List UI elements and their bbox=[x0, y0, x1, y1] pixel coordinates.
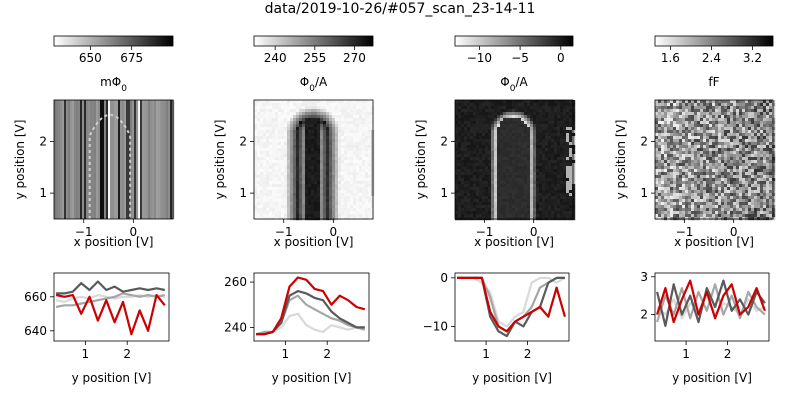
colorbar-tick-label: −10 bbox=[467, 51, 492, 65]
colorbar-3: −10 −5 0 Φ0/A bbox=[455, 36, 573, 94]
map-pixels bbox=[254, 100, 374, 220]
line-x-label: y position [V] bbox=[72, 371, 152, 385]
map-y-label: y position [V] bbox=[13, 120, 27, 200]
plot-area bbox=[54, 273, 169, 341]
line-y-tick-label: 0 bbox=[440, 271, 448, 285]
map-y-tick-label: 2 bbox=[39, 134, 47, 148]
map-x-label: x position [V] bbox=[274, 235, 354, 249]
line-y-tick-label: 640 bbox=[24, 324, 47, 338]
line-plot-4: 1 2 2 3 y position [V] bbox=[640, 270, 769, 385]
colorbar-4: 1.6 2.4 3.2 fF bbox=[655, 36, 773, 89]
line-x-tick-label: 1 bbox=[682, 347, 690, 361]
colorbar-tick-label: 270 bbox=[343, 51, 366, 65]
line-x-label: y position [V] bbox=[272, 371, 352, 385]
colorbar-label: mΦ0 bbox=[100, 75, 127, 94]
colorbar-tick-label: 1.6 bbox=[661, 51, 680, 65]
map-pixels bbox=[54, 100, 174, 219]
colorbar-tick-label: 650 bbox=[79, 51, 102, 65]
line-x-tick-label: 1 bbox=[482, 347, 490, 361]
map-y-tick-label: 1 bbox=[239, 186, 247, 200]
colorbar-gradient bbox=[54, 36, 173, 46]
line-plot-3: 1 2 −10 0 y position [V] bbox=[423, 271, 569, 385]
colorbar-label: fF bbox=[708, 75, 719, 89]
map-x-label: x position [V] bbox=[674, 235, 754, 249]
line-x-tick-label: 2 bbox=[524, 347, 532, 361]
line-x-tick-label: 1 bbox=[282, 347, 290, 361]
line-y-tick-label: 240 bbox=[224, 320, 247, 334]
line-plot-1: 1 2 640 660 y position [V] bbox=[24, 273, 169, 385]
colorbar-1: 650 675 mΦ0 bbox=[54, 36, 173, 94]
line-x-label: y position [V] bbox=[472, 371, 552, 385]
colorbar-gradient bbox=[655, 36, 773, 46]
map-y-tick-label: 1 bbox=[39, 186, 47, 200]
line-y-tick-label: −10 bbox=[423, 319, 448, 333]
colorbar-gradient bbox=[254, 36, 373, 46]
colorbar-tick-label: 3.2 bbox=[743, 51, 762, 65]
map-y-tick-label: 2 bbox=[440, 134, 448, 148]
colorbar-tick-label: 255 bbox=[303, 51, 326, 65]
map-x-label: x position [V] bbox=[74, 235, 154, 249]
line-plot-2: 1 2 240 260 y position [V] bbox=[224, 273, 369, 385]
line-x-tick-label: 2 bbox=[323, 347, 331, 361]
colorbar-label: Φ0/A bbox=[500, 75, 528, 94]
map-y-label: y position [V] bbox=[414, 120, 428, 200]
map-y-tick-label: 2 bbox=[239, 134, 247, 148]
map-y-tick-label: 1 bbox=[440, 186, 448, 200]
colorbar-tick-label: 2.4 bbox=[702, 51, 721, 65]
line-y-tick-label: 2 bbox=[640, 308, 648, 322]
line-y-tick-label: 660 bbox=[24, 290, 47, 304]
colorbar-tick-label: 240 bbox=[264, 51, 287, 65]
map-x-label: x position [V] bbox=[474, 235, 554, 249]
map-y-tick-label: 1 bbox=[640, 186, 648, 200]
line-y-tick-label: 260 bbox=[224, 275, 247, 289]
line-x-tick-label: 2 bbox=[724, 347, 732, 361]
map-y-label: y position [V] bbox=[213, 120, 227, 200]
figure-title: data/2019-10-26/#057_scan_23-14-11 bbox=[265, 1, 536, 17]
line-y-tick-label: 3 bbox=[640, 270, 648, 284]
map-y-label: y position [V] bbox=[614, 120, 628, 200]
line-x-tick-label: 2 bbox=[123, 347, 131, 361]
map-pixels bbox=[455, 100, 575, 220]
colorbar-tick-label: −5 bbox=[511, 51, 529, 65]
colorbar-tick-label: 0 bbox=[557, 51, 565, 65]
colorbar-tick-label: 675 bbox=[120, 51, 143, 65]
colorbar-label: Φ0/A bbox=[300, 75, 328, 94]
colorbar-gradient bbox=[455, 36, 573, 46]
colorbar-2: 240 255 270 Φ0/A bbox=[254, 36, 373, 94]
map-pixels bbox=[655, 100, 775, 220]
line-x-label: y position [V] bbox=[672, 371, 752, 385]
line-x-tick-label: 1 bbox=[82, 347, 90, 361]
map-y-tick-label: 2 bbox=[640, 134, 648, 148]
